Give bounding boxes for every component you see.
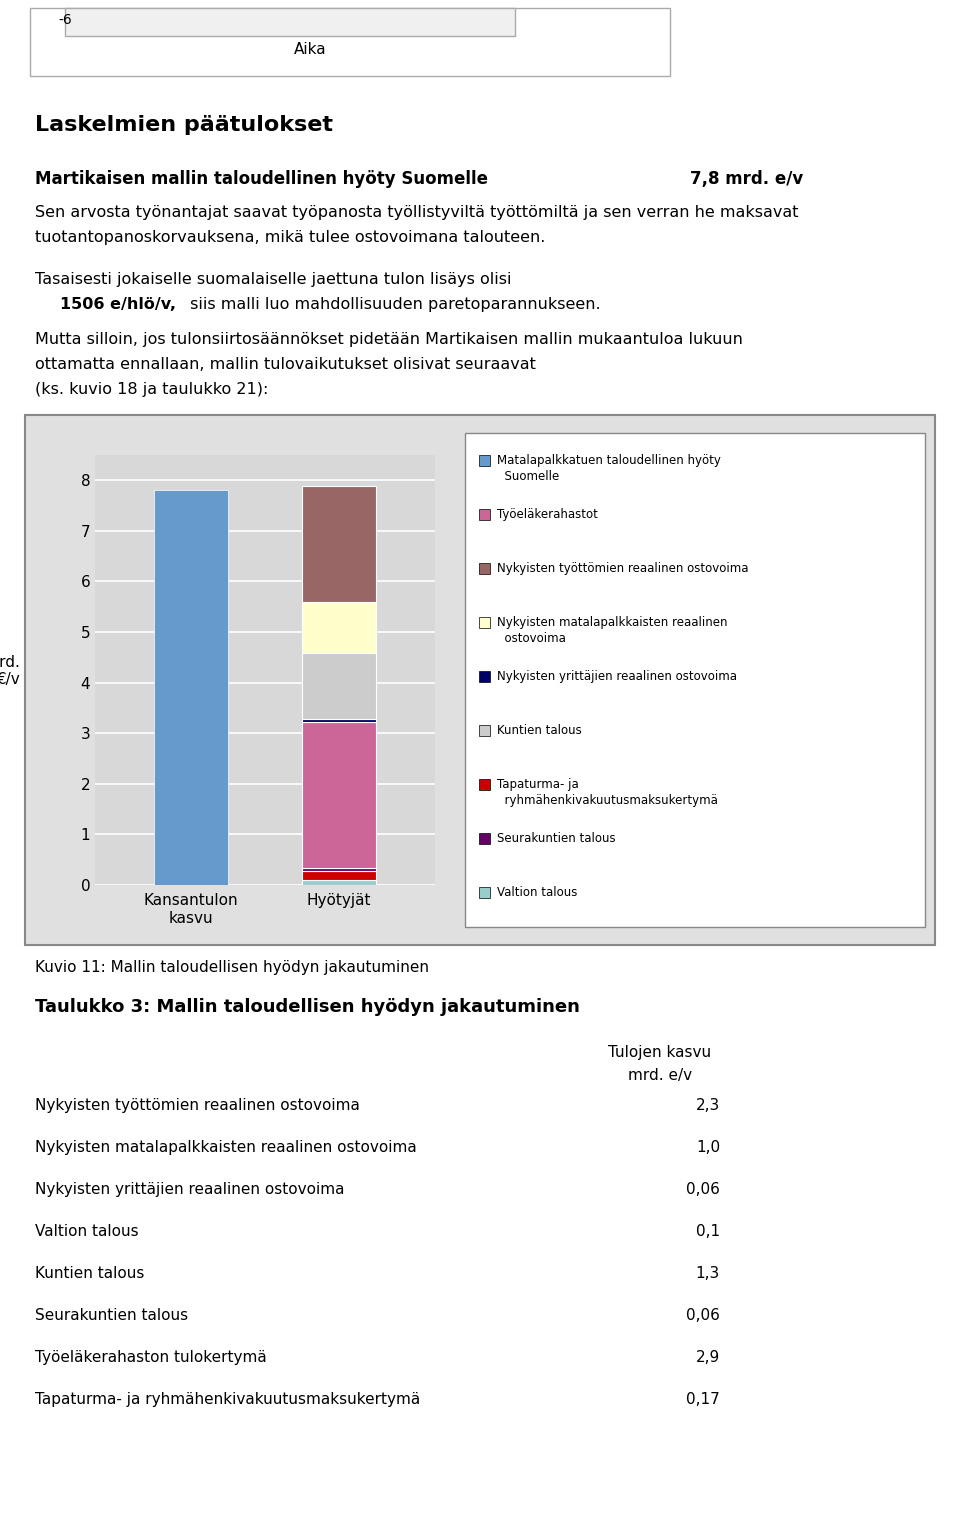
Text: Nykyisten matalapalkkaisten reaalinen ostovoima: Nykyisten matalapalkkaisten reaalinen os… [35, 1139, 417, 1154]
Text: 2,9: 2,9 [696, 1350, 720, 1366]
Bar [155, 491, 228, 886]
Text: Sen arvosta työnantajat saavat työpanosta työllistyviltä työttömiltä ja sen verr: Sen arvosta työnantajat saavat työpanost… [35, 205, 799, 220]
Text: Martikaisen mallin taloudellinen hyöty Suomelle: Martikaisen mallin taloudellinen hyöty S… [35, 170, 488, 188]
Text: tuotantopanoskorvauksena, mikä tulee ostovoimana talouteen.: tuotantopanoskorvauksena, mikä tulee ost… [35, 229, 545, 245]
Text: Valtion talous: Valtion talous [35, 1224, 138, 1240]
Text: Kuvio 11: Mallin taloudellisen hyödyn jakautuminen: Kuvio 11: Mallin taloudellisen hyödyn ja… [35, 960, 429, 975]
Bar [479, 617, 490, 627]
Bar [479, 887, 490, 898]
Bar [479, 671, 490, 682]
Bar [479, 456, 490, 466]
Text: 2,3: 2,3 [696, 1098, 720, 1113]
Bar [479, 832, 490, 845]
Text: Työeläkerahaston tulokertymä: Työeläkerahaston tulokertymä [35, 1350, 267, 1366]
Text: 0,1: 0,1 [696, 1224, 720, 1240]
Text: Kuntien talous: Kuntien talous [35, 1265, 144, 1281]
Bar [302, 653, 376, 718]
Bar [479, 509, 490, 519]
Text: Aika: Aika [294, 43, 326, 58]
Text: Nykyisten yrittäjien reaalinen ostovoima: Nykyisten yrittäjien reaalinen ostovoima [497, 670, 737, 684]
Bar [479, 725, 490, 737]
Text: Nykyisten yrittäjien reaalinen ostovoima: Nykyisten yrittäjien reaalinen ostovoima [35, 1182, 345, 1197]
Text: Matalapalkkatuen taloudellinen hyöty
  Suomelle: Matalapalkkatuen taloudellinen hyöty Suo… [497, 454, 721, 483]
Bar [302, 880, 376, 886]
Text: -6: -6 [58, 14, 72, 27]
Bar [479, 564, 490, 574]
Bar [302, 602, 376, 653]
Text: Tapaturma- ja ryhmähenkivakuutusmaksukertymä: Tapaturma- ja ryhmähenkivakuutusmaksuker… [35, 1391, 420, 1407]
Text: 1506 e/hlö/v,: 1506 e/hlö/v, [60, 298, 176, 311]
Text: Työeläkerahastot: Työeläkerahastot [497, 507, 598, 521]
Text: (ks. kuvio 18 ja taulukko 21):: (ks. kuvio 18 ja taulukko 21): [35, 381, 269, 396]
Text: Mutta silloin, jos tulonsiirtosäännökset pidetään Martikaisen mallin mukaantuloa: Mutta silloin, jos tulonsiirtosäännökset… [35, 333, 743, 346]
Text: mrd. e/v: mrd. e/v [628, 1068, 692, 1083]
Bar [65, 8, 515, 36]
Text: Seurakuntien talous: Seurakuntien talous [35, 1308, 188, 1323]
Text: Tapaturma- ja
  ryhmähenkivakuutusmaksukertymä: Tapaturma- ja ryhmähenkivakuutusmaksuker… [497, 778, 718, 807]
Bar [302, 722, 376, 869]
Bar [25, 415, 935, 945]
Text: 0,06: 0,06 [686, 1182, 720, 1197]
Text: Tulojen kasvu: Tulojen kasvu [609, 1045, 711, 1060]
Text: Seurakuntien talous: Seurakuntien talous [497, 832, 615, 845]
Text: Nykyisten matalapalkkaisten reaalinen
  ostovoima: Nykyisten matalapalkkaisten reaalinen os… [497, 617, 728, 646]
Text: 1,3: 1,3 [696, 1265, 720, 1281]
Text: 1,0: 1,0 [696, 1139, 720, 1154]
Text: ottamatta ennallaan, mallin tulovaikutukset olisivat seuraavat: ottamatta ennallaan, mallin tulovaikutuk… [35, 357, 536, 372]
Y-axis label: Mrd.
€/v: Mrd. €/v [0, 655, 20, 687]
Text: 0,06: 0,06 [686, 1308, 720, 1323]
Text: Taulukko 3: Mallin taloudellisen hyödyn jakautuminen: Taulukko 3: Mallin taloudellisen hyödyn … [35, 998, 580, 1016]
Text: 7,8 mrd. e/v: 7,8 mrd. e/v [690, 170, 804, 188]
Text: Nykyisten työttömien reaalinen ostovoima: Nykyisten työttömien reaalinen ostovoima [497, 562, 749, 576]
Bar [302, 486, 376, 602]
Bar [30, 8, 670, 76]
Text: 0,17: 0,17 [686, 1391, 720, 1407]
Text: Valtion talous: Valtion talous [497, 886, 577, 899]
Text: siis malli luo mahdollisuuden paretoparannukseen.: siis malli luo mahdollisuuden paretopara… [185, 298, 601, 311]
Bar [302, 872, 376, 880]
Text: Tasaisesti jokaiselle suomalaiselle jaettuna tulon lisäys olisi: Tasaisesti jokaiselle suomalaiselle jaet… [35, 272, 512, 287]
Bar [479, 779, 490, 790]
Bar [302, 869, 376, 872]
Text: Nykyisten työttömien reaalinen ostovoima: Nykyisten työttömien reaalinen ostovoima [35, 1098, 360, 1113]
Text: Kuntien talous: Kuntien talous [497, 725, 582, 737]
Text: Laskelmien päätulokset: Laskelmien päätulokset [35, 115, 333, 135]
Bar [302, 718, 376, 722]
Bar [465, 433, 925, 927]
